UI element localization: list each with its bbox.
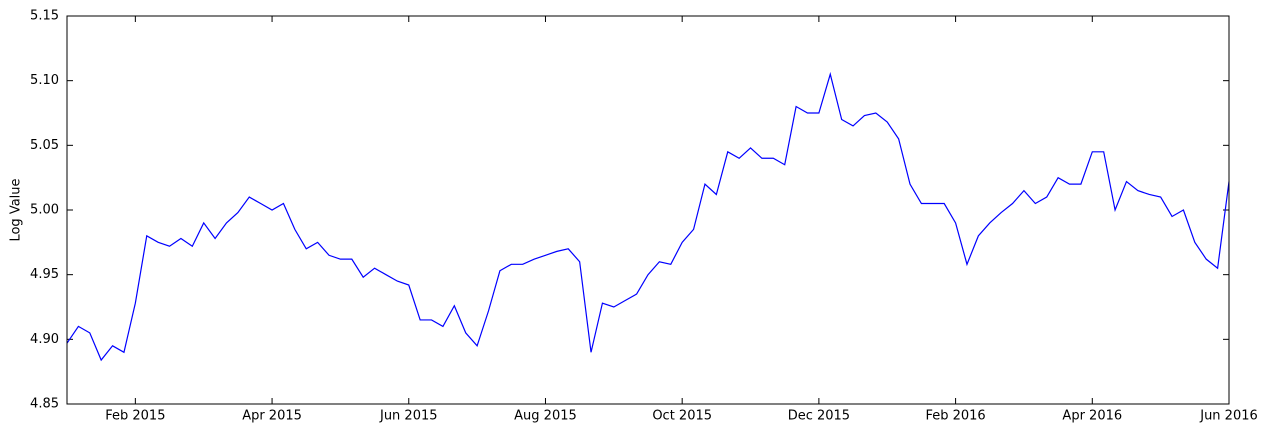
y-tick-label: 4.95 xyxy=(30,267,59,282)
y-tick-label: 5.15 xyxy=(30,9,59,24)
data-line xyxy=(66,71,1230,362)
x-tick-label: Apr 2016 xyxy=(1062,409,1122,424)
x-tick-label: Aug 2015 xyxy=(514,409,577,424)
y-tick-label: 5.00 xyxy=(30,203,59,218)
x-tick-label: Jun 2016 xyxy=(1199,409,1258,424)
x-tick-label: Feb 2016 xyxy=(925,409,985,424)
x-tick-label: Jun 2015 xyxy=(379,409,438,424)
y-tick-label: 4.85 xyxy=(30,397,59,412)
x-tick-label: Feb 2015 xyxy=(105,409,165,424)
y-axis-label: Log Value xyxy=(9,178,24,241)
y-tick-label: 4.90 xyxy=(30,332,59,347)
plot-frame xyxy=(66,15,1230,405)
x-tick-label: Apr 2015 xyxy=(242,409,302,424)
x-tick-label: Oct 2015 xyxy=(652,409,712,424)
y-tick-label: 5.10 xyxy=(30,73,59,88)
y-tick-label: 5.05 xyxy=(30,138,59,153)
x-tick-label: Dec 2015 xyxy=(788,409,850,424)
